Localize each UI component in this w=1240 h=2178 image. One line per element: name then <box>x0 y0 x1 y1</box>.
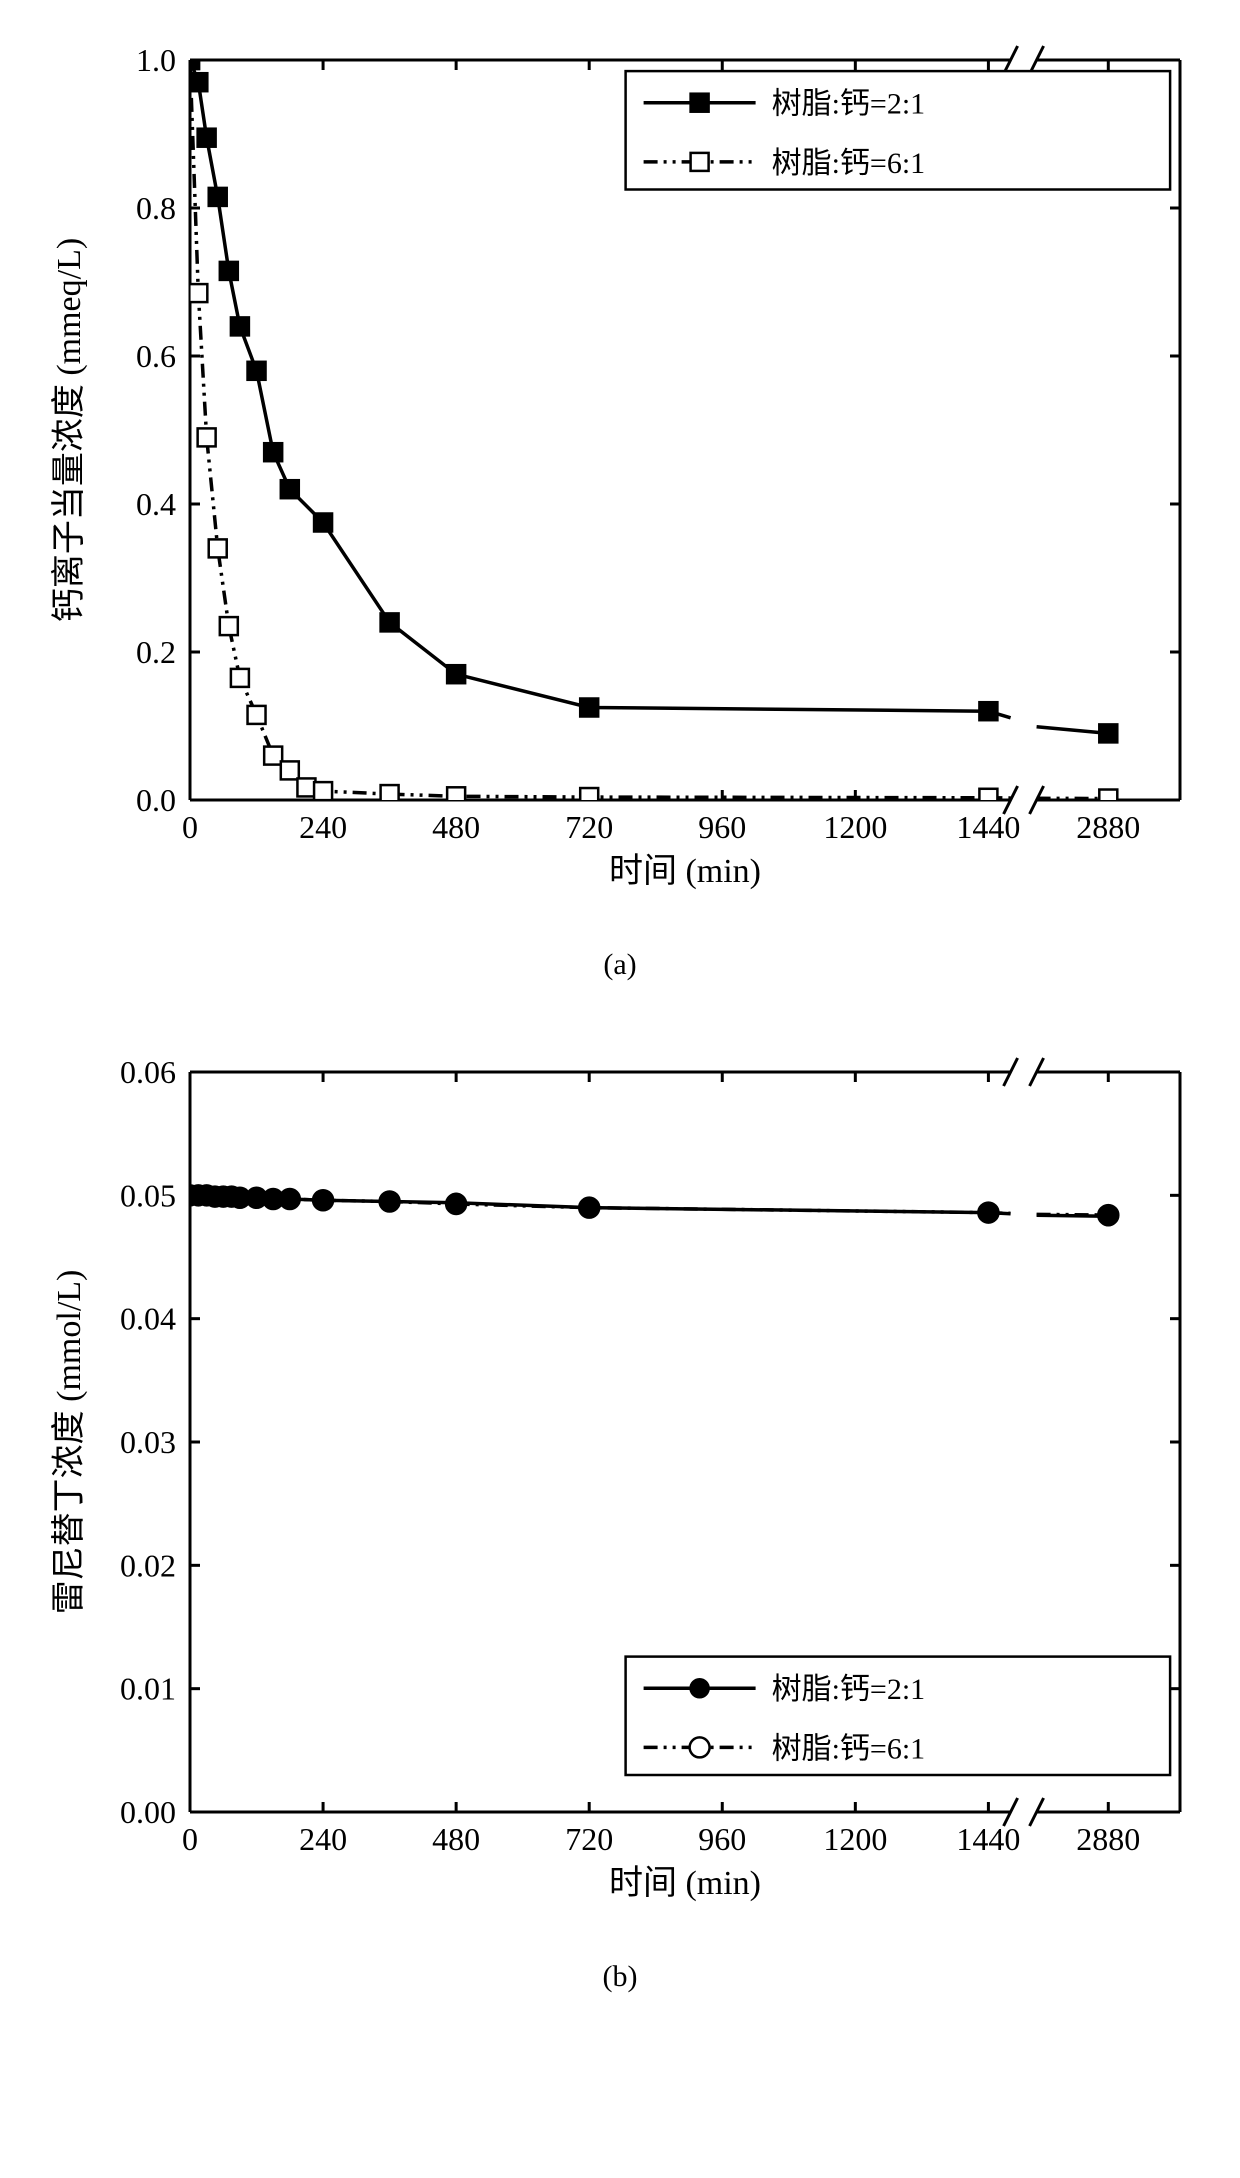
svg-text:0.0: 0.0 <box>136 782 176 818</box>
chart-a-wrapper: 0.0 0.2 0.4 0.6 0.8 1.0 0 240 480 720 960 1200 1440 2… <box>20 20 1220 982</box>
svg-text:0.2: 0.2 <box>136 634 176 670</box>
svg-text:1200: 1200 <box>823 809 887 845</box>
svg-text:0: 0 <box>182 1821 198 1857</box>
svg-text:时间 (min): 时间 (min) <box>609 853 761 890</box>
svg-text:960: 960 <box>698 1821 746 1857</box>
chart-a: 0.0 0.2 0.4 0.6 0.8 1.0 0 240 480 720 960 1200 1440 2… <box>20 20 1220 920</box>
svg-text:720: 720 <box>565 809 613 845</box>
svg-text:1.0: 1.0 <box>136 42 176 78</box>
svg-text:1200: 1200 <box>823 1821 887 1857</box>
svg-text:0.4: 0.4 <box>136 486 176 522</box>
svg-text:时间 (min): 时间 (min) <box>609 1865 761 1902</box>
svg-text:720: 720 <box>565 1821 613 1857</box>
svg-text:0.01: 0.01 <box>120 1671 176 1707</box>
svg-text:480: 480 <box>432 809 480 845</box>
svg-text:0.02: 0.02 <box>120 1547 176 1583</box>
chart-b: 0.00 0.01 0.02 0.03 0.04 0.05 0.06 0 240 480 720 96… <box>20 1032 1220 1932</box>
svg-text:0.00: 0.00 <box>120 1794 176 1830</box>
svg-text:雷尼替丁浓度 (mmol/L): 雷尼替丁浓度 (mmol/L) <box>50 1270 88 1615</box>
svg-text:0.6: 0.6 <box>136 338 176 374</box>
svg-text:0.8: 0.8 <box>136 190 176 226</box>
svg-text:树脂:钙=6:1: 树脂:钙=6:1 <box>772 147 926 180</box>
svg-text:树脂:钙=2:1: 树脂:钙=2:1 <box>772 88 926 121</box>
svg-text:0.04: 0.04 <box>120 1301 176 1337</box>
svg-text:960: 960 <box>698 809 746 845</box>
chart-a-caption: (a) <box>20 948 1220 982</box>
chart-b-wrapper: 0.00 0.01 0.02 0.03 0.04 0.05 0.06 0 240 480 720 96… <box>20 1032 1220 1994</box>
svg-text:树脂:钙=6:1: 树脂:钙=6:1 <box>772 1732 926 1765</box>
figure-container: 0.0 0.2 0.4 0.6 0.8 1.0 0 240 480 720 960 1200 1440 2… <box>20 20 1220 1994</box>
svg-text:1440: 1440 <box>956 1821 1020 1857</box>
svg-text:钙离子当量浓度 (mmeq/L): 钙离子当量浓度 (mmeq/L) <box>50 238 88 622</box>
svg-text:1440: 1440 <box>956 809 1020 845</box>
chart-b-caption: (b) <box>20 1960 1220 1994</box>
svg-text:2880: 2880 <box>1076 809 1140 845</box>
svg-text:0: 0 <box>182 809 198 845</box>
svg-text:0.03: 0.03 <box>120 1424 176 1460</box>
svg-text:0.05: 0.05 <box>120 1177 176 1213</box>
svg-text:480: 480 <box>432 1821 480 1857</box>
svg-text:2880: 2880 <box>1076 1821 1140 1857</box>
svg-text:0.06: 0.06 <box>120 1054 176 1090</box>
svg-text:240: 240 <box>299 1821 347 1857</box>
svg-text:240: 240 <box>299 809 347 845</box>
svg-text:树脂:钙=2:1: 树脂:钙=2:1 <box>772 1673 926 1706</box>
